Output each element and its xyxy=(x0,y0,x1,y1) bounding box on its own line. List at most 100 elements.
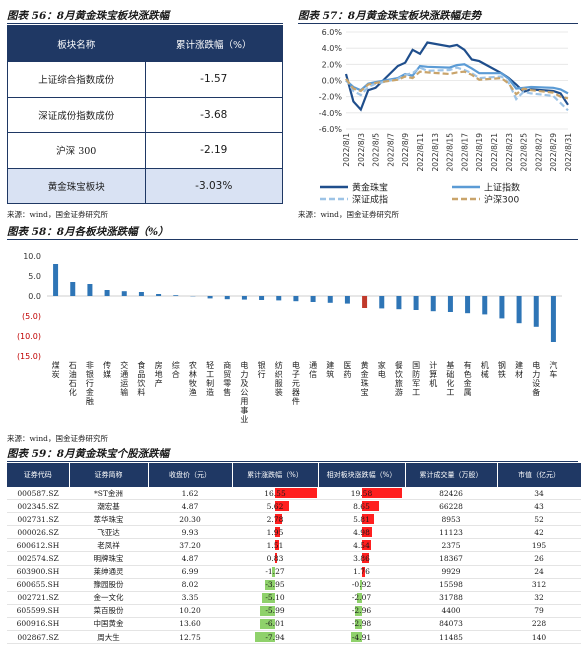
fig57-x-tick-label: 2022/8/11 xyxy=(416,133,425,172)
fig58-bar xyxy=(87,284,93,296)
fig59-cell-rel: 19.58 xyxy=(318,487,405,501)
fig59-cell-price: 37.20 xyxy=(148,538,232,553)
fig59-table-row: 002867.SZ 周大生 12.75 -7.94 -4.91 11485 140 xyxy=(7,630,581,645)
fig58-bar xyxy=(362,296,368,308)
fig58-bar xyxy=(70,282,76,296)
fig59-table-row: 600612.SH 老凤祥 37.20 1.51 4.54 2375 195 xyxy=(7,538,581,553)
fig58-x-tick-label: 有色金属 xyxy=(464,360,472,397)
fig59-bar-value: 1.95 xyxy=(266,527,284,537)
fig59-cell-rel: -0.92 xyxy=(318,578,405,592)
fig59-cell-marketcap: 195 xyxy=(497,538,581,553)
fig58-x-tick-label: 传媒 xyxy=(103,360,111,379)
fig59-bar-value: -2.96 xyxy=(351,606,372,616)
fig59-title: 图表 59：8月黄金珠宝个股涨跌幅 xyxy=(7,448,170,460)
fig56-source: 来源：wind，国金证券研究所 xyxy=(7,210,108,219)
fig59-cell-name: 潮宏基 xyxy=(69,499,148,514)
fig59-header-name: 证券简称 xyxy=(69,463,149,487)
fig59-table-row: 605599.SH 菜百股份 10.20 -5.99 -2.96 4400 79 xyxy=(7,604,581,618)
fig56-row-value: -2.19 xyxy=(144,132,283,169)
fig57-x-tick-label: 2022/8/23 xyxy=(505,133,514,172)
fig57-series-line xyxy=(344,41,569,112)
fig59-table-row: 002731.SZ 萃华珠宝 20.30 2.78 5.81 8953 52 xyxy=(7,512,581,527)
fig56-header-value: 累计涨跌幅（%） xyxy=(144,25,283,62)
fig57-x-tick-label: 2022/8/3 xyxy=(357,133,366,167)
fig58-bar xyxy=(516,296,522,324)
fig58-x-tick-label: 医药 xyxy=(343,361,351,379)
fig59-table: 证券代码 证券简称 收盘价（元） 累计涨跌幅（%） 相对板块涨跌幅（%） 累计成… xyxy=(7,463,582,645)
fig59-cell-name: 萃华珠宝 xyxy=(69,512,148,527)
fig59-cell-code: 000026.SZ xyxy=(7,525,69,540)
fig58-y-tick-label: (5.0) xyxy=(22,312,41,321)
fig58-bar xyxy=(327,296,333,303)
fig59-data-bar xyxy=(265,579,275,590)
fig59-cell-name: 中国黄金 xyxy=(69,617,148,632)
fig57-series-line xyxy=(345,63,569,95)
fig59-cell-code: 600612.SH xyxy=(7,538,69,553)
fig57-y-tick-label: 2.0% xyxy=(322,60,343,69)
fig57-y-tick-label: -2.0% xyxy=(319,93,343,102)
fig58-bar xyxy=(310,296,316,302)
fig56-header-name: 板块名称 xyxy=(7,25,146,62)
fig59-cell-price: 13.60 xyxy=(148,617,232,632)
fig57-y-tick-label: 0.0% xyxy=(322,77,343,86)
fig59-bar-value: -7.94 xyxy=(265,632,285,642)
fig59-cell-price: 9.93 xyxy=(148,525,232,540)
fig59-data-bar xyxy=(262,592,275,603)
fig59-cell-volume: 4400 xyxy=(405,604,497,618)
fig59-table-row: 002574.SZ 明牌珠宝 4.87 0.83 3.86 18367 26 xyxy=(7,551,581,566)
fig59-cell-chg: -6.01 xyxy=(232,617,318,632)
fig58-x-tick-label: 基础化工 xyxy=(446,360,454,397)
fig59-data-bar xyxy=(259,618,275,629)
fig58-bar xyxy=(104,290,110,296)
fig57-x-tick-label: 2022/8/31 xyxy=(564,133,573,172)
fig59-cell-code: 002867.SZ xyxy=(7,630,69,645)
fig58-bar xyxy=(207,296,213,299)
fig59-cell-code: 002731.SZ xyxy=(7,512,69,527)
fig59-cell-volume: 18367 xyxy=(405,551,497,566)
fig58-x-tick-label: 银行 xyxy=(258,360,266,379)
fig59-cell-marketcap: 43 xyxy=(497,499,581,514)
fig59-data-bar xyxy=(361,540,371,551)
fig59-header-price: 收盘价（元） xyxy=(148,463,233,487)
fig58-x-tick-label: 汽车 xyxy=(549,360,557,379)
fig59-cell-name: 明牌珠宝 xyxy=(69,551,148,566)
fig59-cell-name: 莱绅通灵 xyxy=(69,565,148,579)
fig59-cell-name: 老凤祥 xyxy=(69,538,148,553)
fig59-cell-price: 1.62 xyxy=(148,487,232,501)
fig57-x-tick-label: 2022/8/29 xyxy=(549,133,558,172)
fig57-x-tick-label: 2022/8/17 xyxy=(460,133,469,172)
fig59-data-bar xyxy=(351,632,362,643)
fig58-bar xyxy=(482,296,488,315)
fig59-cell-marketcap: 140 xyxy=(497,630,581,645)
fig59-bar-value: 19.58 xyxy=(350,488,373,498)
fig57-series-line xyxy=(345,66,569,112)
fig59-cell-code: 000587.SZ xyxy=(7,487,69,501)
fig56-row-name: 黄金珠宝板块 xyxy=(7,167,146,204)
fig59-cell-name: 菜百股份 xyxy=(69,604,148,618)
fig58-rule xyxy=(7,239,578,240)
fig59-bar-value: -5.99 xyxy=(265,606,285,616)
fig59-cell-rel: -2.07 xyxy=(318,591,405,605)
fig59-data-bar xyxy=(361,553,370,564)
fig59-bar-value: -6.01 xyxy=(265,619,285,629)
fig58-bar xyxy=(413,296,419,310)
fig59-data-bar xyxy=(259,605,275,616)
fig59-cell-marketcap: 79 xyxy=(497,604,581,618)
fig59-cell-chg: 5.62 xyxy=(232,499,318,514)
fig58-x-tick-label: 农林牧渔 xyxy=(189,360,197,397)
fig59-cell-volume: 15598 xyxy=(405,578,497,592)
fig58-x-tick-label: 电力及公用事业 xyxy=(240,360,248,424)
fig59-table-row: 603900.SH 莱绅通灵 6.99 -1.27 1.76 9929 24 xyxy=(7,565,581,579)
fig57-y-tick-label: -4.0% xyxy=(319,109,343,118)
fig58-source: 来源：wind，国金证券研究所 xyxy=(7,434,108,443)
fig59-cell-chg: 1.95 xyxy=(232,525,318,540)
fig59-bar-value: 5.62 xyxy=(266,501,284,511)
fig58-y-tick-label: (10.0) xyxy=(17,332,41,341)
fig59-cell-volume: 2375 xyxy=(405,538,497,553)
fig59-bar-value: -2.98 xyxy=(351,619,372,629)
fig59-table-row: 600655.SH 豫园股份 8.02 -3.95 -0.92 15598 312 xyxy=(7,578,581,592)
fig58-x-tick-label: 餐饮旅游 xyxy=(395,361,403,397)
fig59-cell-price: 20.30 xyxy=(148,512,232,527)
fig59-data-bar xyxy=(361,566,366,577)
fig59-data-bar xyxy=(355,605,362,616)
